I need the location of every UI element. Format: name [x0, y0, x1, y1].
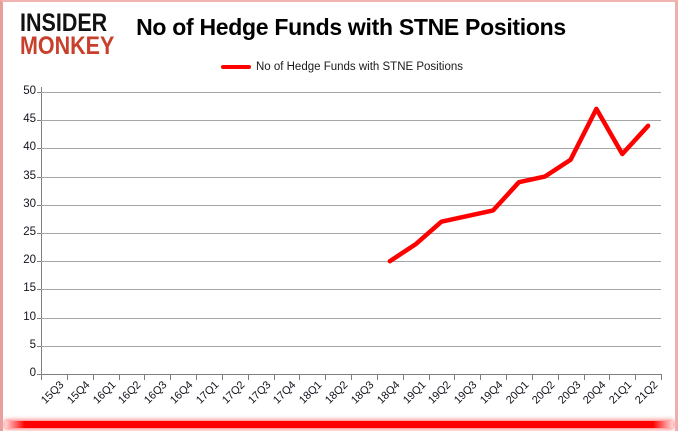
x-axis-tick-label: 20Q1 — [503, 379, 532, 407]
x-axis-tick-label: 21Q1 — [607, 379, 635, 407]
y-tick — [37, 289, 41, 291]
x-tick — [609, 375, 611, 380]
y-axis-tick-label: 5 — [29, 338, 36, 351]
x-tick — [170, 375, 172, 380]
x-axis-tick-label: 19Q1 — [400, 379, 429, 407]
gridline — [41, 176, 661, 178]
gridline — [41, 261, 661, 263]
y-axis-tick-label: 0 — [29, 367, 36, 379]
y-tick — [37, 317, 41, 319]
x-tick — [325, 375, 327, 380]
gridline — [41, 148, 661, 150]
x-tick — [299, 375, 301, 380]
x-axis-tick-label: 19Q4 — [478, 379, 506, 407]
x-tick — [557, 375, 559, 380]
gridline — [41, 233, 661, 234]
x-axis-tick-label: 19Q2 — [426, 379, 454, 407]
x-axis-tick-label: 15Q4 — [64, 379, 93, 407]
x-axis-tick-label: 16Q3 — [142, 379, 170, 407]
x-axis-tick-label: 17Q3 — [245, 379, 274, 407]
logo-line1: INSIDER — [20, 9, 108, 37]
gridline — [41, 289, 661, 291]
y-axis-tick-label: 25 — [23, 226, 36, 238]
y-tick — [37, 261, 41, 263]
logo-line2: MONKEY — [20, 32, 115, 60]
y-tick — [37, 374, 41, 375]
x-tick — [661, 375, 662, 380]
y-axis-line — [41, 87, 42, 375]
legend-label: No of Hedge Funds with STNE Positions — [255, 61, 464, 73]
x-tick — [428, 375, 430, 380]
y-axis-tick-label: 50 — [23, 85, 36, 97]
y-axis-tick-label: 30 — [23, 197, 36, 210]
gridline — [41, 120, 661, 122]
x-tick — [247, 375, 249, 380]
y-tick — [37, 345, 41, 347]
x-tick — [41, 375, 42, 380]
x-tick — [144, 375, 146, 380]
y-tick — [37, 120, 41, 122]
x-tick — [196, 375, 197, 380]
y-tick — [37, 233, 41, 234]
x-tick — [351, 375, 352, 380]
chart-title: No of Hedge Funds with STNE Positions — [136, 14, 566, 40]
legend: No of Hedge Funds with STNE Positions — [3, 61, 675, 73]
x-tick — [376, 375, 378, 380]
y-axis-tick-label: 45 — [23, 113, 36, 126]
x-axis-tick-label: 20Q3 — [555, 379, 584, 407]
x-tick — [583, 375, 585, 380]
x-tick — [531, 375, 533, 380]
gridline — [41, 204, 661, 206]
x-tick — [635, 375, 637, 380]
x-axis-line — [41, 374, 662, 375]
y-tick — [37, 176, 41, 178]
x-axis-tick-label: 16Q4 — [168, 379, 196, 407]
y-axis-tick-label: 20 — [23, 254, 36, 267]
gridline — [41, 345, 661, 347]
y-axis-tick-label: 10 — [23, 310, 36, 323]
x-axis-tick-label: 20Q4 — [581, 379, 609, 407]
x-axis-tick-label: 17Q2 — [219, 379, 248, 407]
x-tick — [92, 375, 94, 380]
x-axis-tick-label: 16Q1 — [90, 379, 119, 407]
x-tick — [402, 375, 404, 380]
x-axis-tick-label: 17Q4 — [271, 379, 299, 407]
x-tick — [506, 375, 507, 380]
x-axis-tick-label: 19Q3 — [452, 379, 480, 407]
gridline — [41, 92, 661, 93]
x-axis-tick-label: 18Q4 — [374, 379, 403, 407]
x-tick — [454, 375, 456, 380]
x-axis-tick-label: 17Q1 — [193, 379, 222, 407]
x-tick — [273, 375, 275, 380]
x-axis-tick-label: 20Q2 — [529, 379, 558, 407]
y-axis-tick-label: 15 — [23, 282, 36, 295]
y-tick — [37, 92, 41, 93]
insider-monkey-logo: INSIDER MONKEY — [20, 9, 115, 60]
x-axis-tick-label: 18Q2 — [323, 379, 351, 407]
x-axis-tick-label: 16Q2 — [116, 379, 144, 407]
legend-line-swatch — [220, 65, 251, 69]
x-tick — [221, 375, 223, 380]
gridline — [41, 317, 661, 319]
x-tick — [118, 375, 120, 380]
y-tick — [37, 204, 41, 206]
x-axis-tick-label: 18Q1 — [297, 379, 325, 407]
y-tick — [37, 148, 41, 150]
x-tick — [66, 375, 68, 380]
x-tick — [480, 375, 482, 380]
x-axis-tick-label: 18Q3 — [348, 379, 377, 407]
y-axis-tick-label: 40 — [23, 141, 36, 154]
x-axis-tick-label: 15Q3 — [38, 379, 67, 407]
x-axis-tick-label: 21Q2 — [633, 379, 661, 407]
red-glow-bar — [5, 421, 673, 428]
plot-area — [41, 92, 661, 374]
y-axis-tick-label: 35 — [23, 169, 36, 182]
